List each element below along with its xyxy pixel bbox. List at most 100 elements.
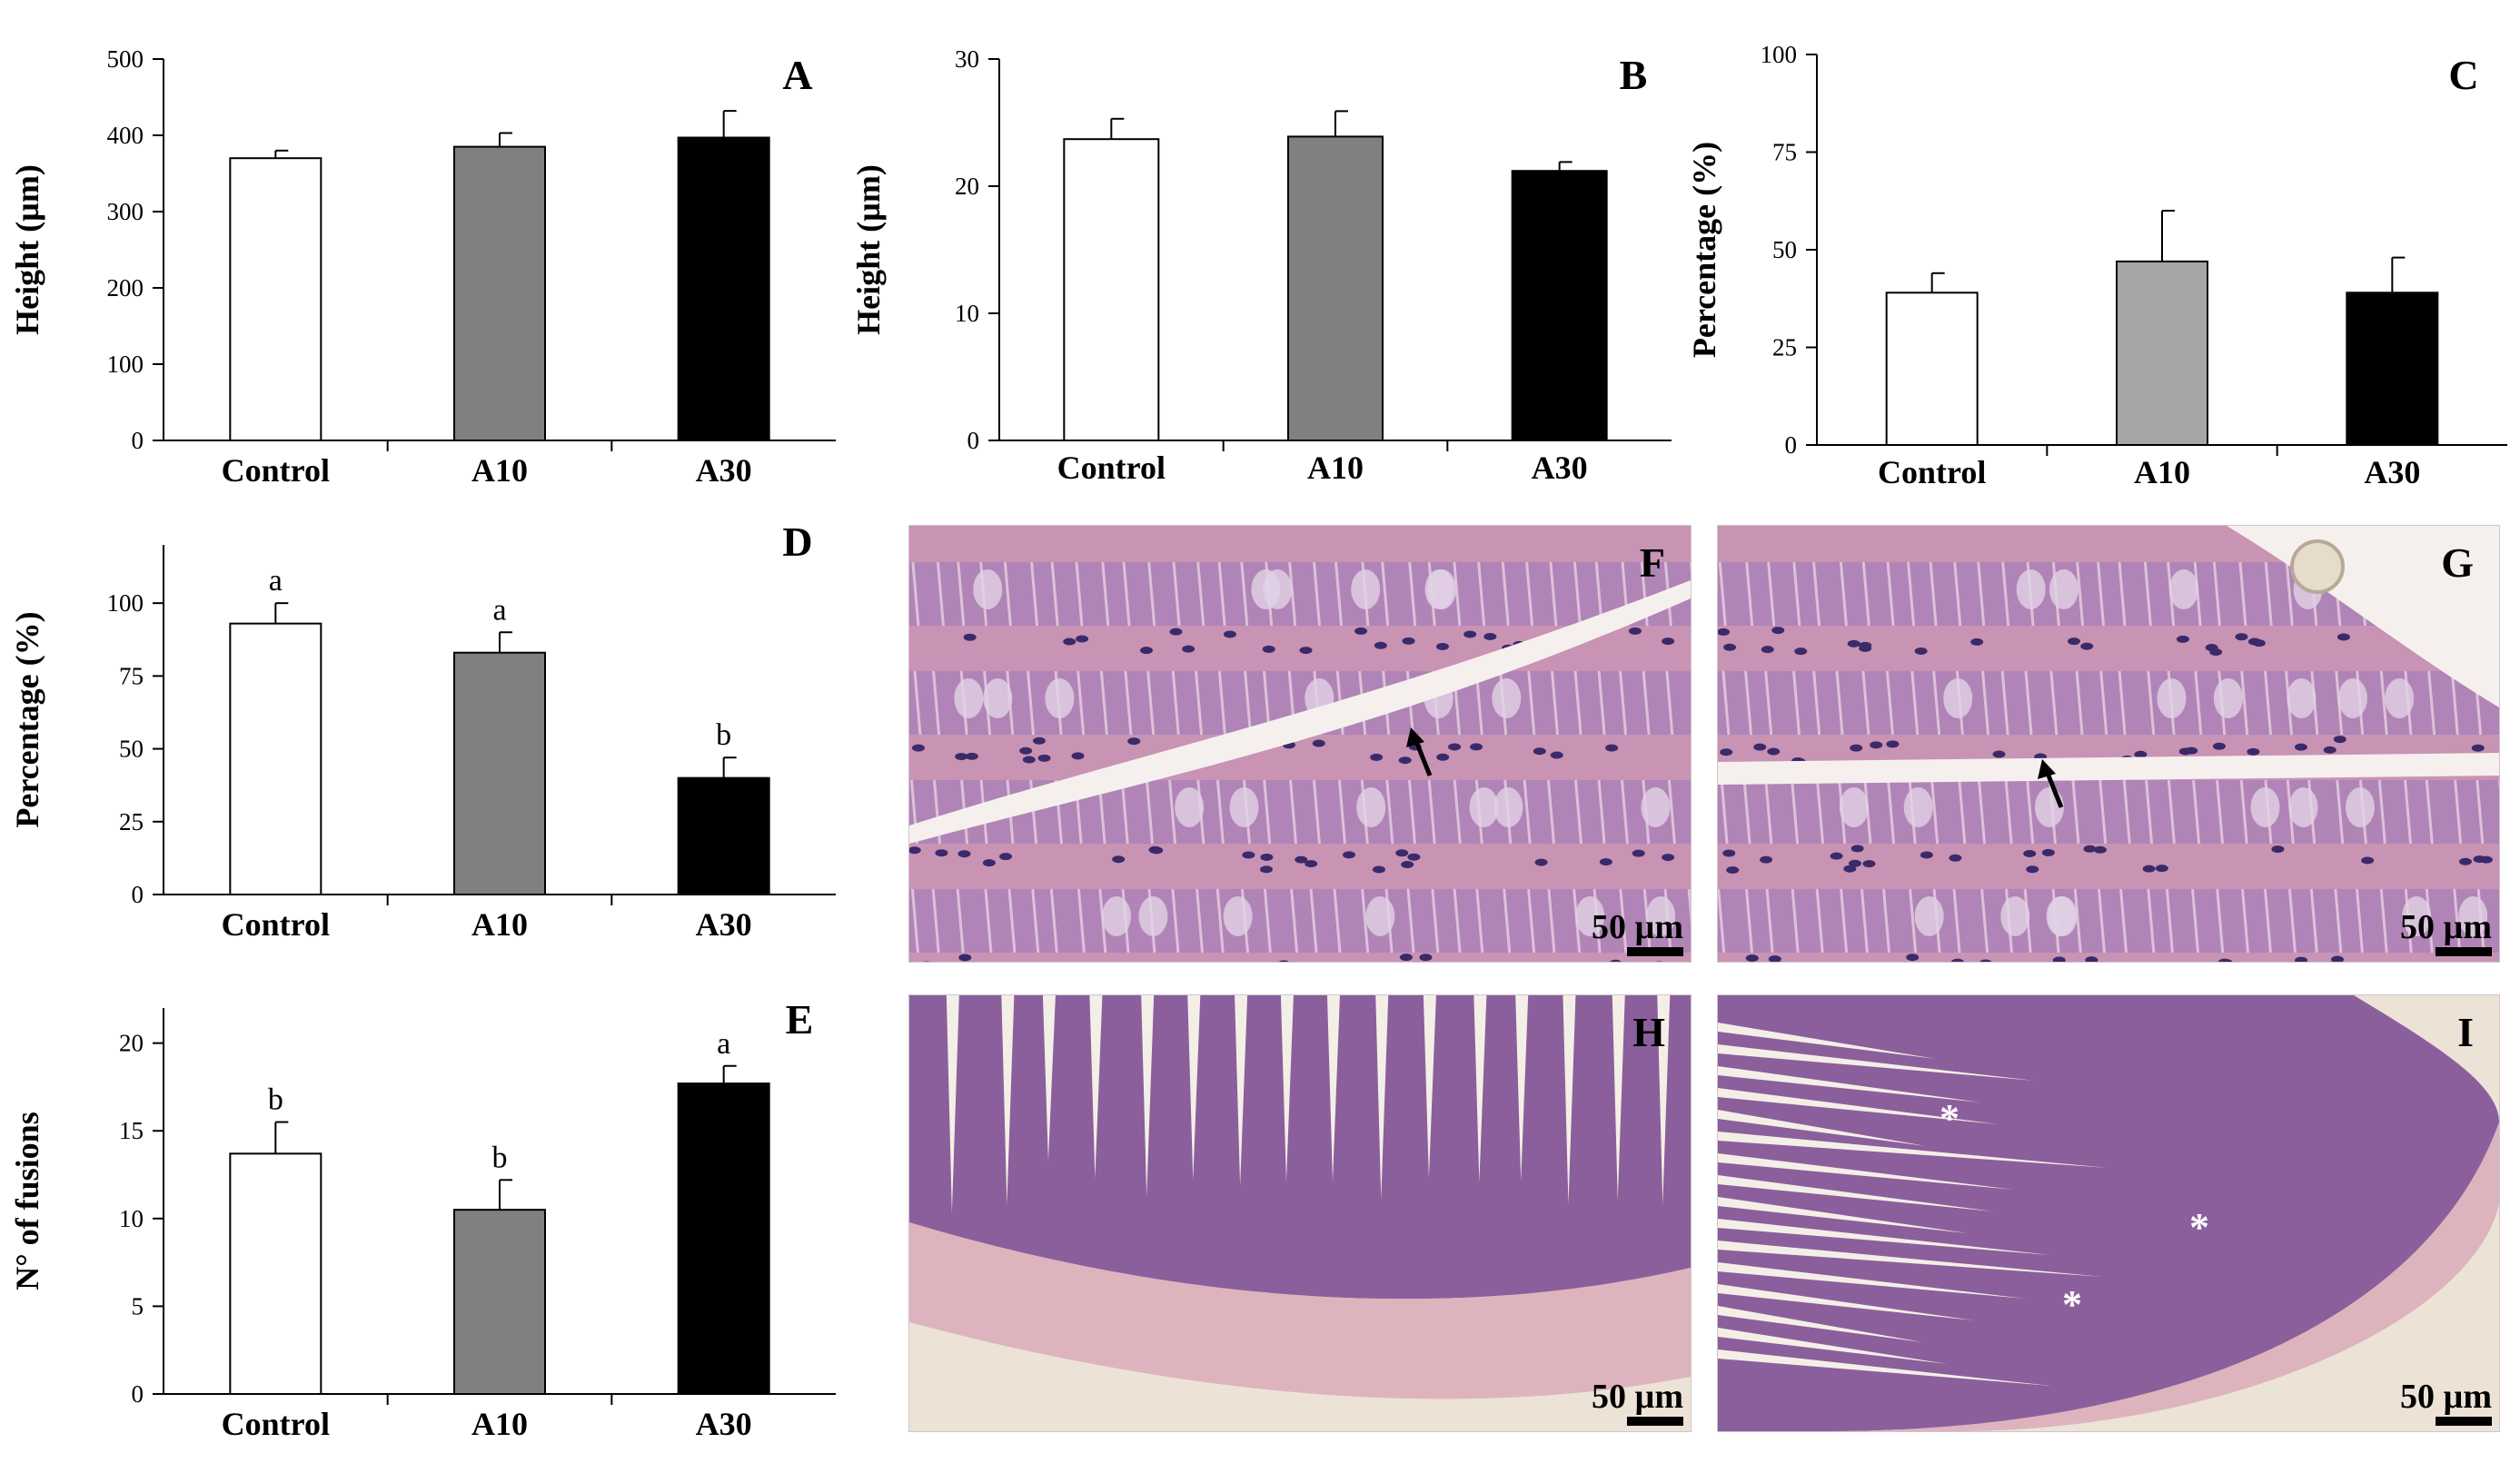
cell-border-g-0-16 (2097, 561, 2106, 627)
y-tick-label-e-0: 0 (132, 1380, 144, 1408)
cell-border-g-3-5 (1840, 888, 1849, 954)
cell-border-g-3-21 (2216, 888, 2225, 954)
cell-border-f-2-20 (1385, 779, 1394, 845)
nucleus-f-2-19 (1599, 858, 1612, 866)
nucleus-f-1-3 (1470, 743, 1483, 751)
cell-border-f-1-1 (932, 670, 941, 736)
cell-border-g-1-5 (1835, 670, 1844, 736)
y-tick-label-a-5: 500 (107, 45, 144, 73)
nucleus-f-1-7 (1032, 736, 1046, 745)
villus-gap-i-7 (1718, 1175, 1994, 1211)
nucleus-f-0-15 (1463, 630, 1477, 638)
cell-border-g-1-11 (1981, 670, 1990, 736)
cell-border-f-0-0 (911, 561, 920, 627)
micrograph-i-image: * * * I 50 µm (1718, 995, 2499, 1431)
cell-border-g-2-1 (1742, 779, 1751, 845)
cell-border-g-2-28 (2377, 779, 2386, 845)
cell-border-g-1-3 (1792, 670, 1801, 736)
x-tick-label-c-2: A30 (2364, 454, 2420, 490)
y-tick-label-d-2: 50 (119, 736, 144, 763)
nucleus-g-1-8 (2471, 744, 2485, 752)
cell-border-g-0-24 (2285, 561, 2294, 627)
cell-border-g-3-20 (2191, 888, 2199, 954)
cell-border-f-0-17 (1313, 561, 1321, 627)
cell-border-f-3-22 (1431, 888, 1440, 954)
goblet-cell-f-3-4 (1646, 896, 1676, 936)
y-tick-label-c-0: 0 (1785, 431, 1798, 459)
nucleus-g-2-20 (2083, 845, 2097, 853)
scale-bar-g (2436, 947, 2492, 956)
cell-border-f-2-22 (1427, 779, 1436, 845)
villus-gap-i-9 (1718, 1219, 2051, 1255)
nucleus-f-2-2 (1632, 849, 1645, 857)
nucleus-f-1-4 (1019, 746, 1033, 755)
cell-border-g-0-4 (1812, 561, 1821, 627)
nucleus-g-2-13 (2023, 849, 2037, 857)
cell-border-g-3-28 (2379, 888, 2388, 954)
x-tick-label-e-2: A30 (696, 1406, 752, 1442)
cell-border-f-0-24 (1477, 561, 1486, 627)
villus-gap-h-2 (1042, 995, 1056, 1162)
cell-border-g-1-12 (2000, 670, 2009, 736)
y-axis-label-d: Percentage (%) (9, 611, 45, 827)
cell-border-g-3-18 (2147, 888, 2156, 954)
panel-letter-h: H (1632, 1009, 1665, 1055)
asterisk-i-0: * (1940, 1096, 1959, 1141)
nucleus-g-1-16 (2247, 747, 2260, 756)
nucleus-g-1-15 (2294, 743, 2307, 751)
x-tick-label-b-2: A30 (1532, 450, 1588, 486)
cell-border-f-1-9 (1124, 670, 1133, 736)
nucleus-g-0-15 (2080, 642, 2094, 650)
cell-border-f-3-3 (984, 888, 993, 954)
goblet-cell-f-0-5 (1251, 569, 1281, 609)
bar-a-2 (677, 136, 770, 442)
bar-c-2 (2346, 292, 2439, 446)
nucleus-g-0-5 (2176, 635, 2189, 643)
nucleus-g-3-1 (2295, 956, 2308, 962)
cell-border-f-0-6 (1050, 561, 1059, 627)
cell-border-f-1-10 (1146, 670, 1156, 736)
goblet-cell-f-1-0 (983, 678, 1013, 718)
cell-border-g-1-20 (2194, 670, 2203, 736)
nucleus-g-0-14 (2209, 648, 2223, 657)
micrograph-f-image: F 50 µm (909, 526, 1691, 962)
y-tick-label-d-3: 75 (119, 662, 144, 689)
nucleus-g-1-21 (2333, 736, 2346, 744)
cell-border-f-0-13 (1217, 561, 1226, 627)
cell-border-f-2-32 (1667, 779, 1676, 845)
nucleus-f-2-17 (1260, 853, 1274, 861)
cell-border-g-0-2 (1767, 561, 1776, 627)
nucleus-f-0-17 (1169, 628, 1183, 636)
cell-border-f-3-1 (931, 888, 940, 954)
nucleus-f-1-11 (1605, 744, 1619, 752)
cell-border-g-1-15 (2075, 670, 2084, 736)
goblet-cell-f-0-3 (973, 569, 1003, 609)
nucleus-g-1-10 (2212, 742, 2226, 750)
nucleus-g-3-18 (1979, 959, 1992, 962)
nucleus-f-3-16 (1419, 954, 1433, 962)
scale-bar-h (1627, 1417, 1683, 1426)
nucleus-f-2-12 (1305, 860, 1318, 868)
nucleus-f-2-13 (957, 850, 971, 858)
cell-border-g-1-28 (2379, 670, 2388, 736)
x-tick-label-c-1: A10 (2134, 454, 2190, 490)
nucleus-g-1-17 (2178, 747, 2192, 756)
cell-border-f-2-21 (1407, 779, 1416, 845)
x-tick-label-d-0: Control (222, 906, 330, 943)
nucleus-g-0-18 (2247, 638, 2261, 646)
x-tick-label-b-0: Control (1057, 450, 1166, 486)
villus-gap-h-3 (1089, 995, 1103, 1179)
bar-e-2 (677, 1082, 770, 1396)
cell-border-g-0-0 (1718, 561, 1727, 627)
nucleus-f-0-11 (1299, 647, 1313, 655)
nucleus-g-1-20 (1720, 748, 1733, 756)
bar-a-1 (453, 145, 546, 441)
cell-border-f-3-25 (1503, 888, 1512, 954)
panel-letter-b: B (1620, 52, 1648, 98)
cell-border-f-3-12 (1196, 888, 1205, 954)
arrow-head-g (2038, 759, 2056, 779)
nucleus-f-1-20 (965, 752, 978, 760)
cell-border-f-3-23 (1453, 888, 1462, 954)
y-tick-label-a-4: 400 (107, 122, 144, 149)
cell-border-f-0-20 (1381, 561, 1390, 627)
